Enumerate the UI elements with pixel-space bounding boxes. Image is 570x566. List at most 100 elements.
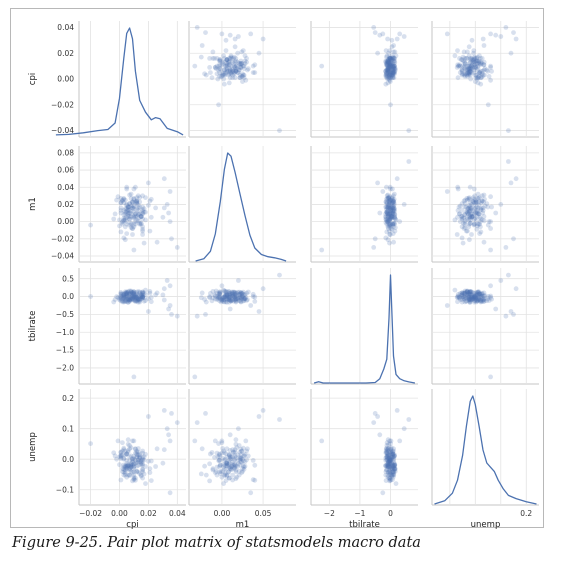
scatter-point [231,68,236,74]
scatter-point [235,50,241,56]
scatter-point [128,462,134,468]
scatter-point [484,67,490,73]
scatter-point [231,293,236,299]
scatter-point [239,61,245,66]
scatter-point [468,291,473,297]
scatter-point [235,452,241,458]
scatter-point [234,63,240,69]
scatter-point [131,209,137,215]
scatter-point [137,211,143,217]
scatter-point [387,48,393,53]
scatter-point [118,208,124,213]
scatter-point [388,203,394,209]
scatter-point [128,445,134,450]
scatter-point [475,205,481,211]
scatter-point [385,446,391,452]
x-axis-title-unemp: unemp [471,520,501,529]
scatter-point [385,219,391,225]
scatter-point [202,71,208,77]
ytick-label: 0.00 [57,75,74,84]
scatter-point [387,217,393,223]
scatter-point [237,291,243,297]
scatter-point [124,186,130,192]
scatter-point [470,295,476,300]
scatter-point [143,298,148,303]
scatter-point [127,291,132,297]
scatter-point [128,293,134,298]
scatter-point [141,471,147,477]
scatter-point [461,226,467,231]
scatter-point [138,296,144,302]
scatter-point [228,54,234,60]
scatter-point [392,214,397,220]
scatter-point [231,54,237,60]
scatter-point [232,293,238,299]
scatter-point [127,298,132,304]
scatter-point [385,59,391,65]
scatter-point [388,472,393,478]
scatter-point [137,459,143,465]
scatter-point [488,219,493,225]
scatter-point [128,221,134,227]
scatter-point [454,295,460,300]
scatter-point [143,209,148,215]
scatter-point [227,291,233,296]
scatter-point [472,59,478,65]
scatter-point [226,56,232,61]
scatter-point [252,477,258,483]
scatter-point [466,66,472,72]
scatter-point [484,201,490,207]
scatter-point [131,291,137,297]
scatter-point [384,59,390,65]
scatter-point [481,192,487,198]
scatter-point [467,61,472,66]
scatter-point [212,470,218,475]
scatter-point [223,291,229,297]
scatter-point [467,215,473,221]
scatter-point [468,200,473,206]
scatter-point [478,216,484,222]
scatter-point [240,295,246,300]
scatter-point [393,53,399,59]
scatter-point [146,458,151,464]
scatter-point [114,456,119,462]
scatter-point [224,293,230,298]
scatter-point [392,466,398,472]
scatter-point [467,296,472,302]
scatter-point [390,63,396,69]
scatter-point [199,290,205,296]
scatter-point [238,452,244,457]
scatter-point [216,458,222,464]
scatter-point [147,228,153,234]
scatter-point [390,477,395,483]
scatter-point [383,217,389,223]
scatter-point [387,461,393,466]
scatter-point [221,448,227,454]
scatter-point [130,232,135,237]
scatter-point [120,448,125,454]
scatter-point [384,209,389,215]
scatter-point [210,295,216,301]
scatter-point [390,70,396,75]
scatter-point [127,291,132,297]
scatter-point [250,70,256,75]
scatter-point [226,59,232,65]
scatter-point [127,298,132,304]
scatter-point [488,226,493,231]
scatter-point [389,456,395,462]
scatter-point [388,66,394,72]
scatter-point [467,56,473,61]
scatter-point [124,451,130,457]
scatter-point [383,74,389,79]
scatter-point [464,298,469,304]
scatter-point [383,71,389,77]
scatter-point [140,224,146,230]
scatter-point [140,456,146,462]
scatter-point [121,466,127,472]
scatter-point [232,464,238,469]
scatter-point [140,226,146,232]
scatter-point [485,68,491,74]
scatter-point [224,57,230,63]
scatter-point [138,292,144,298]
scatter-point [387,65,392,70]
